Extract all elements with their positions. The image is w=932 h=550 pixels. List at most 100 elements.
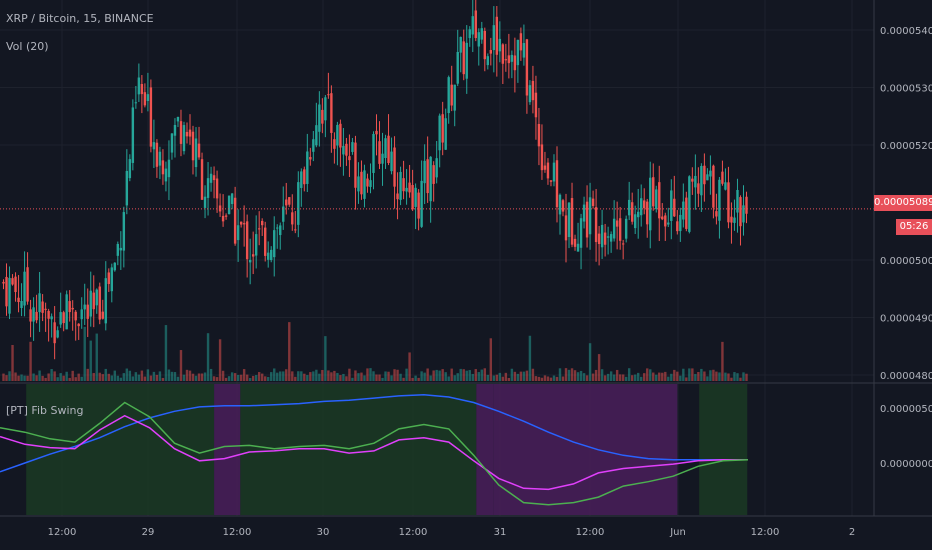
candle-body (510, 54, 514, 62)
volume-bar (694, 374, 697, 381)
symbol-title[interactable]: XRP / Bitcoin, 15, BINANCE (6, 12, 154, 25)
volume-bar (588, 343, 592, 381)
volume-bar (685, 377, 688, 381)
volume-bar (164, 325, 168, 381)
volume-bar (540, 377, 544, 381)
volume-bar (167, 369, 171, 381)
candle-body (637, 211, 640, 218)
volume-bar (360, 372, 363, 381)
candle-body (372, 133, 375, 173)
candle-body (630, 202, 634, 222)
volume-bar (703, 371, 706, 381)
volume-bar (294, 376, 297, 381)
volume-bar (522, 371, 526, 381)
volume-bar (173, 372, 177, 381)
blue-line (0, 394, 748, 473)
volume-bar (498, 372, 502, 381)
time-tick-label: 29 (142, 527, 155, 538)
candle-body (721, 171, 724, 184)
volume-bar (736, 373, 739, 381)
candle-body (35, 311, 38, 321)
volume-bar (89, 340, 92, 381)
volume-bar (131, 376, 135, 381)
volume-bar (450, 368, 453, 381)
candle-body (339, 123, 342, 148)
candle-body (504, 59, 508, 61)
candle-body (591, 198, 595, 206)
volume-bar (128, 370, 132, 381)
candle-body (441, 114, 444, 143)
volume-bar (474, 369, 477, 381)
candle-body (71, 307, 74, 310)
volume-bar (185, 369, 189, 381)
volume-bar (104, 368, 107, 381)
time-tick-label: Jun (669, 527, 686, 538)
candle-body (279, 225, 282, 236)
volume-bar (417, 377, 420, 381)
candle-body (152, 142, 156, 150)
volume-bar (119, 377, 123, 381)
candle-body (420, 180, 423, 227)
green-line (0, 401, 749, 506)
volume-bar (531, 368, 535, 381)
volume-bar (411, 377, 414, 381)
time-axis[interactable]: 12:00 29 12:00 30 12:00 31 12:00 Jun 12:00 2 (48, 527, 856, 538)
candle-body (348, 156, 351, 161)
volume-bar (637, 372, 640, 381)
candle-body (227, 195, 231, 215)
candle-body (95, 289, 98, 306)
candle-body (86, 304, 89, 319)
candle-body (110, 267, 113, 292)
volume-bar (236, 374, 240, 381)
volume-bar (384, 371, 387, 381)
candle-body (146, 94, 150, 101)
volume-bar (158, 371, 162, 381)
indicator-title[interactable]: [PT] Fib Swing (6, 404, 84, 417)
candle-body (8, 277, 11, 314)
indicator-tick-label: 0.00000000 (880, 459, 932, 470)
candle-body (600, 224, 604, 248)
candle-body (432, 165, 435, 184)
candle-body (330, 93, 333, 133)
candle-body (459, 36, 462, 53)
candle-body (399, 171, 402, 200)
candle-body (155, 142, 159, 167)
candle-body (736, 189, 739, 213)
volume-bar (53, 371, 56, 381)
candle-body (212, 175, 216, 181)
volume-bar (339, 375, 342, 381)
volume-bar (558, 368, 562, 381)
candle-body (564, 215, 568, 241)
volume-bar (489, 338, 493, 381)
candle-body (291, 212, 294, 225)
candle-body (691, 178, 694, 182)
volume-bar (447, 376, 450, 381)
time-tick-label: 12:00 (48, 527, 77, 538)
volume-bar (682, 368, 685, 381)
candle-body (655, 189, 658, 210)
volume-bar (155, 374, 159, 381)
volume-bar (257, 372, 261, 381)
volume-bar (80, 376, 83, 381)
volume-bar (423, 372, 426, 381)
candle-body (585, 201, 589, 238)
candle-body (369, 180, 372, 187)
time-tick-label: 2 (849, 527, 855, 538)
volume-bar (279, 371, 282, 381)
volume-bar (513, 371, 517, 381)
candle-body (363, 170, 366, 199)
volume-label[interactable]: Vol (20) (6, 40, 49, 53)
volume-bar (465, 370, 468, 381)
candle-body (17, 297, 20, 303)
volume-bar (730, 377, 733, 381)
volume-bar (83, 326, 86, 381)
volume-bar (137, 374, 141, 381)
candle-body (5, 276, 8, 307)
candle-body (676, 221, 679, 232)
candle-body (525, 39, 529, 96)
candle-body (239, 221, 243, 225)
